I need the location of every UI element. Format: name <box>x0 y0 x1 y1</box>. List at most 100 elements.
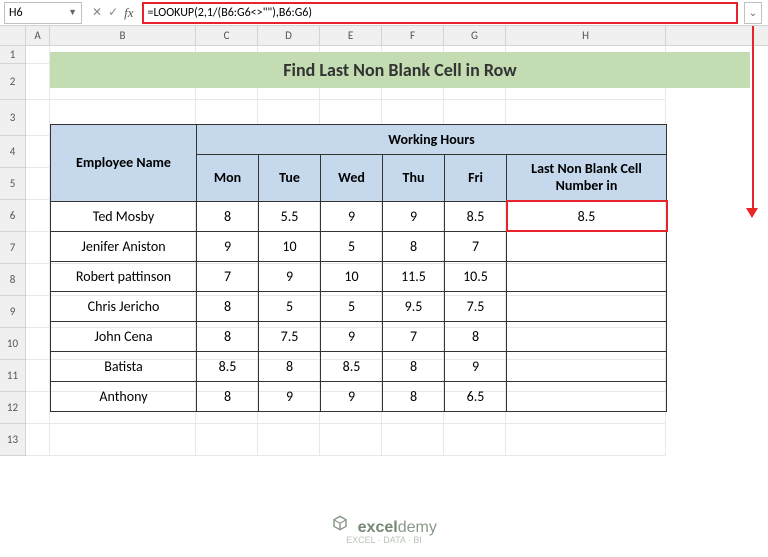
formula-input[interactable]: =LOOKUP(2,1/(B6:G6<>""),B6:G6) <box>142 2 738 24</box>
cell-name[interactable]: Anthony <box>51 381 197 411</box>
cell-value[interactable]: 8 <box>445 321 507 351</box>
cell-result[interactable]: 8.5 <box>507 201 667 231</box>
col-header-f[interactable]: F <box>382 26 444 45</box>
cell-name[interactable]: Ted Mosby <box>51 201 197 231</box>
row-header[interactable]: 10 <box>0 328 26 360</box>
cell-value[interactable]: 8 <box>197 321 259 351</box>
cell-value[interactable]: 9.5 <box>383 291 445 321</box>
row-header[interactable]: 11 <box>0 360 26 392</box>
cell-value[interactable]: 9 <box>259 261 321 291</box>
cell-value[interactable]: 9 <box>321 201 383 231</box>
th-working-hours: Working Hours <box>197 125 667 155</box>
cell[interactable] <box>26 100 50 136</box>
cell[interactable] <box>26 328 50 360</box>
col-header-a[interactable]: A <box>26 26 50 45</box>
cell[interactable] <box>320 424 382 456</box>
row-header[interactable]: 8 <box>0 264 26 296</box>
cell-value[interactable]: 7 <box>197 261 259 291</box>
cell[interactable] <box>258 424 320 456</box>
cell[interactable] <box>26 232 50 264</box>
cell-value[interactable]: 9 <box>445 351 507 381</box>
cell-result[interactable] <box>507 261 667 291</box>
col-header-h[interactable]: H <box>506 26 666 45</box>
cell-value[interactable]: 8 <box>197 381 259 411</box>
row-header[interactable]: 3 <box>0 100 26 136</box>
col-header-d[interactable]: D <box>258 26 320 45</box>
cell-value[interactable]: 8.5 <box>321 351 383 381</box>
col-header-c[interactable]: C <box>196 26 258 45</box>
cell-value[interactable]: 5 <box>321 291 383 321</box>
cell[interactable] <box>50 424 196 456</box>
cell-value[interactable]: 8 <box>383 351 445 381</box>
select-all-corner[interactable] <box>0 26 26 45</box>
expand-formula-icon[interactable]: ⌄ <box>744 2 762 24</box>
cell-name[interactable]: John Cena <box>51 321 197 351</box>
row-header[interactable]: 2 <box>0 64 26 100</box>
chevron-down-icon[interactable]: ▼ <box>68 7 77 18</box>
cell-result[interactable] <box>507 291 667 321</box>
cell-result[interactable] <box>507 231 667 261</box>
cell[interactable] <box>26 136 50 168</box>
table-row: Chris Jericho8559.57.5 <box>51 291 667 321</box>
cell-result[interactable] <box>507 381 667 411</box>
enter-icon[interactable]: ✓ <box>108 5 118 21</box>
cell-value[interactable]: 9 <box>259 381 321 411</box>
cell-value[interactable]: 8 <box>259 351 321 381</box>
cell[interactable] <box>444 424 506 456</box>
row-header[interactable]: 7 <box>0 232 26 264</box>
cell[interactable] <box>26 424 50 456</box>
cell-value[interactable]: 5 <box>321 231 383 261</box>
cell[interactable] <box>382 424 444 456</box>
cell-result[interactable] <box>507 351 667 381</box>
cell-value[interactable]: 8.5 <box>445 201 507 231</box>
cell[interactable] <box>506 424 666 456</box>
cell-value[interactable]: 7.5 <box>445 291 507 321</box>
cell[interactable] <box>26 360 50 392</box>
col-header-g[interactable]: G <box>444 26 506 45</box>
cell-value[interactable]: 7 <box>445 231 507 261</box>
name-box[interactable]: H6 ▼ <box>4 2 82 24</box>
col-header-e[interactable]: E <box>320 26 382 45</box>
row-header[interactable]: 6 <box>0 200 26 232</box>
cancel-icon[interactable]: ✕ <box>92 5 102 21</box>
cell-value[interactable]: 5.5 <box>259 201 321 231</box>
cell-value[interactable]: 8 <box>197 201 259 231</box>
cell-value[interactable]: 8 <box>383 231 445 261</box>
cell-value[interactable]: 11.5 <box>383 261 445 291</box>
cell-value[interactable]: 10.5 <box>445 261 507 291</box>
cell-value[interactable]: 10 <box>321 261 383 291</box>
row-header[interactable]: 9 <box>0 296 26 328</box>
cell-value[interactable]: 9 <box>197 231 259 261</box>
cell[interactable] <box>26 296 50 328</box>
cell[interactable] <box>26 168 50 200</box>
cell[interactable] <box>26 46 50 64</box>
cell-value[interactable]: 7.5 <box>259 321 321 351</box>
cell-value[interactable]: 10 <box>259 231 321 261</box>
cell[interactable] <box>26 264 50 296</box>
cell-name[interactable]: Chris Jericho <box>51 291 197 321</box>
row-header[interactable]: 12 <box>0 392 26 424</box>
cell-result[interactable] <box>507 321 667 351</box>
cell-value[interactable]: 9 <box>383 201 445 231</box>
col-header-b[interactable]: B <box>50 26 196 45</box>
cell-value[interactable]: 8.5 <box>197 351 259 381</box>
cell-value[interactable]: 6.5 <box>445 381 507 411</box>
cell-value[interactable]: 5 <box>259 291 321 321</box>
cell-value[interactable]: 8 <box>197 291 259 321</box>
row-header[interactable]: 4 <box>0 136 26 168</box>
row-header[interactable]: 5 <box>0 168 26 200</box>
cell-name[interactable]: Robert pattinson <box>51 261 197 291</box>
cell-value[interactable]: 9 <box>321 321 383 351</box>
cell[interactable] <box>26 64 50 100</box>
cell-value[interactable]: 7 <box>383 321 445 351</box>
cell[interactable] <box>26 392 50 424</box>
cell-value[interactable]: 9 <box>321 381 383 411</box>
fx-icon[interactable]: fx <box>124 5 133 21</box>
row-header[interactable]: 1 <box>0 46 26 64</box>
cell-name[interactable]: Batista <box>51 351 197 381</box>
cell-name[interactable]: Jenifer Aniston <box>51 231 197 261</box>
cell-value[interactable]: 8 <box>383 381 445 411</box>
row-header[interactable]: 13 <box>0 424 26 456</box>
cell[interactable] <box>26 200 50 232</box>
cell[interactable] <box>196 424 258 456</box>
